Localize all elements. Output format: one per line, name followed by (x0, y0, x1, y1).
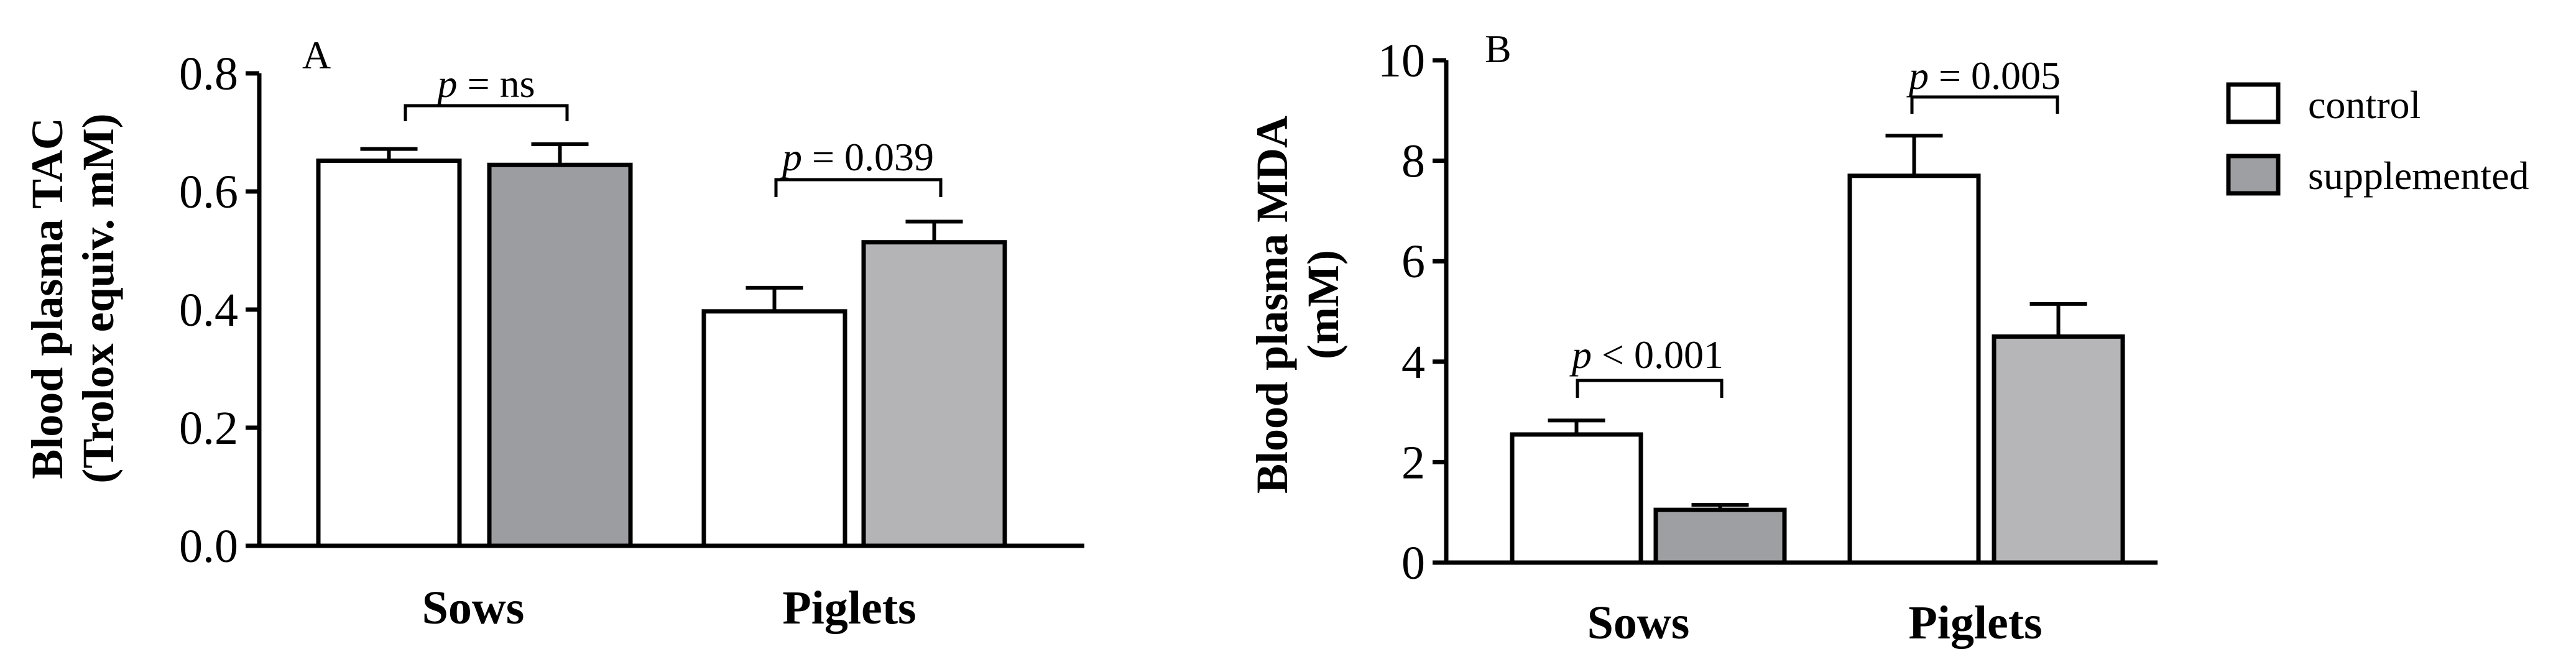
panel-b-error-bar (1548, 418, 1605, 435)
panel-b-y-axis-title-line-1: Blood plasma MDA (1247, 116, 1297, 494)
panel-a-y-axis-title-line-2: (Trolox equiv. mM) (73, 113, 123, 483)
panel-b-letter: B (1485, 27, 1512, 71)
panel-a-category-piglets: Piglets (782, 582, 916, 634)
panel-a-error-bar (531, 142, 589, 165)
panel-a-pvalue-piglets: p = 0.039 (780, 135, 934, 179)
panel-b-error-bar (1691, 503, 1749, 510)
panel-a-y-axis-title-line-1: Blood plasma TAC (22, 117, 72, 479)
panel-b-error-bar (1885, 134, 1943, 176)
panel-a-y-tick-label: 0.8 (179, 48, 238, 100)
panel-a: A Blood plasma TAC (Trolox equiv. mM) 0.… (22, 33, 1084, 634)
legend: control supplemented (2226, 82, 2529, 198)
panel-a-y-tick-label: 0.0 (179, 520, 238, 573)
panel-b-bracket-piglets (1910, 95, 2059, 114)
panel-b-bracket-sows (1576, 379, 1724, 398)
panel-a-y-tick-label: 0.4 (179, 284, 238, 336)
panel-b-category-sows: Sows (1587, 597, 1690, 649)
panel-a-error-bar (746, 285, 803, 311)
panel-b-pvalue-sows: p < 0.001 (1569, 333, 1724, 377)
panel-a-category-sows: Sows (422, 582, 525, 634)
panel-b-category-piglets: Piglets (1908, 597, 2042, 649)
legend-label-supplemented: supplemented (2308, 154, 2529, 198)
panel-b-bar-piglets-control (1847, 173, 1981, 565)
panel-a-bar-piglets-supplemented (861, 240, 1007, 548)
panel-a-bar-sows-control (316, 159, 462, 548)
panel-a-bar-sows-supplemented (487, 162, 633, 548)
legend-swatch-supplemented (2226, 154, 2281, 196)
legend-swatch-control (2226, 82, 2281, 124)
panel-b-pvalue-piglets: p = 0.005 (1906, 53, 2061, 98)
panel-b-y-tick-label: 4 (1401, 336, 1425, 389)
panel-a-pvalue-sows: p = ns (435, 62, 535, 106)
panel-a-bar-piglets-control (701, 309, 847, 548)
panel-b-y-axis-title-line-2: (mM) (1298, 250, 1348, 359)
panel-b-y-tick-label: 0 (1401, 537, 1425, 589)
panel-a-y-tick-label: 0.2 (179, 402, 238, 454)
panel-b-bar-piglets-supplemented (1992, 334, 2125, 565)
panel-b-y-ticks: 0 2 4 6 8 10 (1378, 35, 1446, 589)
panel-a-bracket-sows (404, 104, 569, 121)
panel-a-letter: A (302, 33, 331, 77)
panel-b-y-tick-label: 6 (1401, 236, 1425, 288)
panel-a-bracket-piglets (774, 178, 943, 197)
panel-a-y-tick-label: 0.6 (179, 166, 238, 218)
panel-b-y-tick-label: 2 (1401, 436, 1425, 489)
panel-b-y-tick-label: 8 (1401, 136, 1425, 188)
legend-label-control: control (2308, 83, 2421, 127)
panel-b-error-bar (2029, 301, 2087, 337)
panel-a-error-bar (905, 219, 963, 242)
panel-b: B Blood plasma MDA (mM) 0 2 4 6 8 10 p (1247, 27, 2158, 649)
panel-a-y-ticks: 0.0 0.2 0.4 0.6 0.8 (179, 48, 259, 573)
panel-b-bar-sows-supplemented (1653, 507, 1787, 565)
panel-a-error-bar (360, 147, 418, 161)
panel-b-bar-sows-control (1510, 432, 1643, 565)
panel-b-y-tick-label: 10 (1378, 35, 1425, 87)
